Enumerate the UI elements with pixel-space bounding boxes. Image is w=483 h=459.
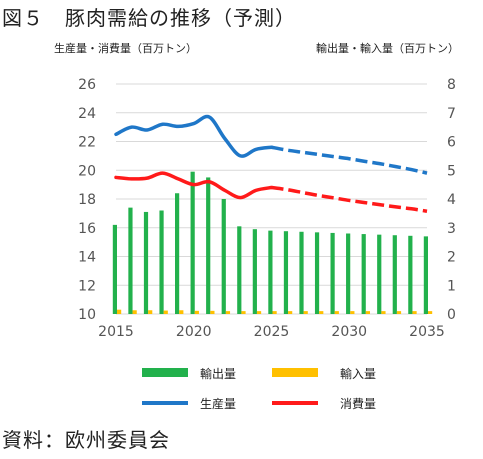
bar-export — [392, 235, 397, 314]
y-left-tick-label: 24 — [78, 106, 96, 122]
x-tick-label: 2025 — [254, 324, 290, 340]
bar-export — [112, 224, 117, 314]
y-right-tick-label: 8 — [447, 77, 456, 93]
bar-export — [206, 177, 211, 314]
y-left-tick-label: 26 — [78, 77, 96, 93]
y-right-tick-label: 1 — [447, 278, 456, 294]
y-left-tick-label: 20 — [78, 163, 96, 179]
line-consumption-actual — [114, 171, 274, 200]
bar-import — [148, 310, 153, 314]
legend-swatch — [272, 368, 318, 377]
bar-import — [350, 311, 355, 314]
line-production-actual — [114, 114, 274, 158]
bar-import — [194, 310, 199, 314]
bar-export — [221, 199, 226, 314]
legend-swatch — [142, 368, 188, 377]
bar-export — [175, 193, 180, 314]
y-left-tick-label: 12 — [78, 278, 96, 294]
bar-export — [252, 229, 257, 314]
bar-import — [303, 311, 308, 314]
y-right-tick-label: 0 — [447, 307, 456, 323]
bar-import — [210, 310, 215, 314]
bar-import — [117, 309, 122, 314]
y-right-tick-label: 2 — [447, 250, 456, 266]
x-tick-label: 2015 — [98, 324, 134, 340]
bar-export — [237, 226, 242, 314]
bar-export — [159, 210, 164, 314]
y-left-tick-label: 22 — [78, 135, 96, 151]
bar-export — [408, 235, 413, 314]
bar-export — [283, 231, 289, 314]
y-left-tick-label: 14 — [78, 250, 96, 266]
bar-export — [268, 230, 273, 314]
legend-label: 輸出量 — [200, 366, 236, 381]
bar-import — [132, 310, 137, 314]
bar-export — [423, 236, 428, 314]
x-tick-label: 2035 — [409, 324, 445, 340]
bar-export — [190, 171, 195, 314]
bar-export — [314, 232, 320, 314]
bar-import — [396, 311, 402, 314]
y-left-tick-label: 16 — [78, 221, 96, 237]
bar-export — [143, 211, 149, 314]
bar-import — [334, 311, 339, 314]
bar-export — [330, 232, 335, 314]
bar-import — [288, 311, 293, 314]
bar-export — [299, 231, 304, 314]
x-tick-label: 2020 — [176, 324, 212, 340]
bar-import — [163, 310, 168, 314]
bar-import — [179, 310, 184, 314]
y-left-tick-label: 10 — [78, 307, 96, 323]
bar-export — [377, 234, 382, 314]
y-left-tick-label: 18 — [78, 192, 96, 208]
bar-import — [428, 311, 433, 314]
y-right-tick-label: 6 — [447, 135, 456, 151]
legend-label: 消費量 — [340, 396, 376, 411]
y-right-tick-label: 4 — [447, 192, 456, 208]
bar-export — [361, 234, 366, 314]
source-note: 資料：欧州委員会 — [2, 428, 170, 452]
y-right-tick-label: 5 — [447, 163, 456, 179]
right-axis-title: 輸出量・輸入量（百万トン） — [316, 42, 459, 55]
bar-export — [128, 207, 133, 314]
line-consumption-forecast — [271, 185, 428, 213]
bar-import — [412, 311, 417, 314]
bar-import — [225, 311, 231, 314]
bar-import — [256, 311, 262, 314]
bar-import — [365, 311, 370, 314]
legend-label: 生産量 — [200, 396, 236, 411]
chart-title: 図５ 豚肉需給の推移（予測） — [2, 6, 296, 30]
bar-import — [319, 311, 324, 314]
left-axis-title: 生産量・消費量（百万トン） — [54, 42, 197, 55]
x-tick-label: 2030 — [331, 324, 367, 340]
bar-import — [381, 311, 386, 314]
bar-import — [272, 311, 277, 314]
legend-label: 輸入量 — [340, 366, 376, 381]
y-right-tick-label: 7 — [447, 106, 456, 122]
line-production-forecast — [271, 145, 428, 175]
y-right-tick-label: 3 — [447, 221, 456, 237]
bar-import — [241, 311, 246, 314]
bar-export — [346, 233, 351, 314]
